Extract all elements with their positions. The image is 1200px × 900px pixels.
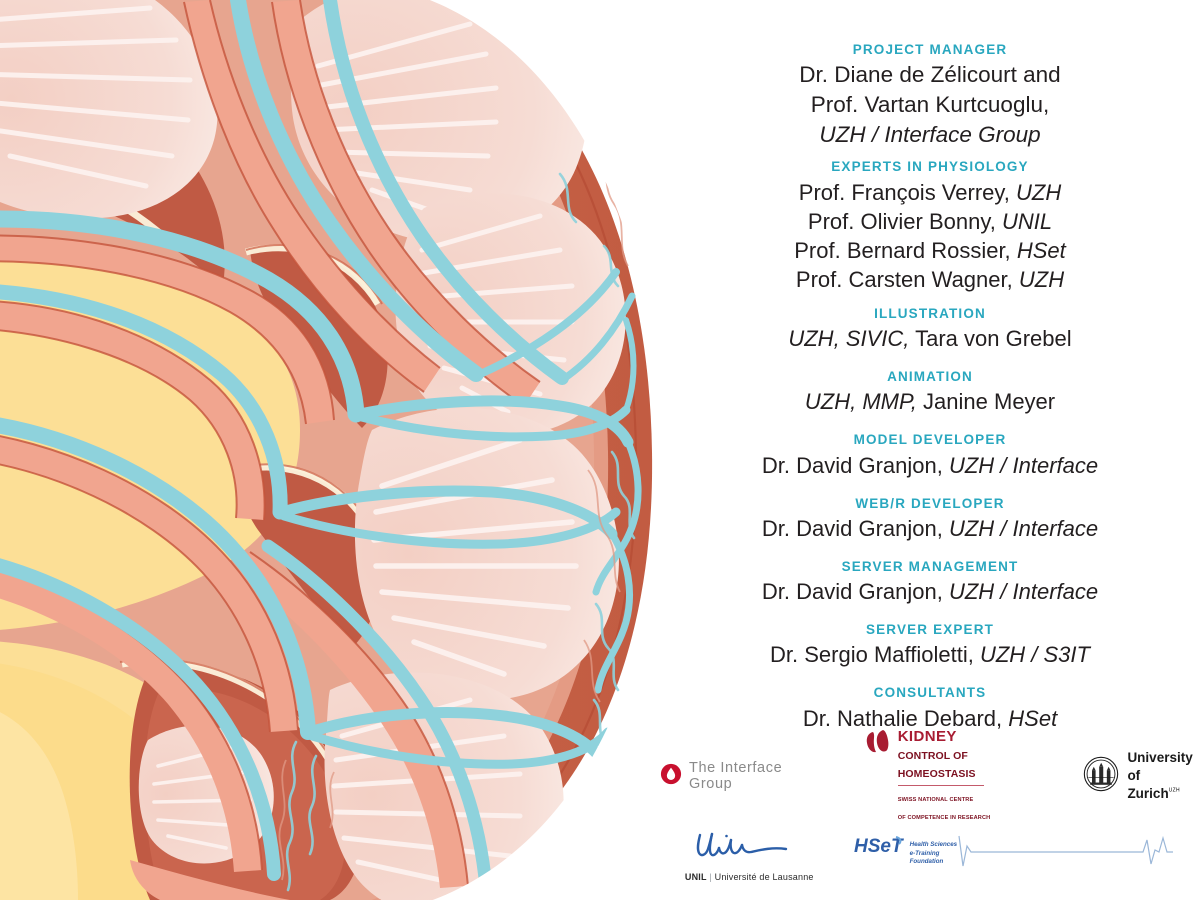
credit-person: Dr. Nathalie Debard, bbox=[802, 705, 1003, 731]
kidney-divider bbox=[897, 785, 984, 786]
credits-panel: PROJECT MANAGER Dr. Diane de Zélicourt a… bbox=[660, 0, 1200, 760]
credit-name: Dr. David Granjon, UZH / Interface bbox=[660, 514, 1200, 543]
credit-role-label: EXPERTS IN PHYSIOLOGY bbox=[831, 159, 1029, 175]
credit-name: UZH / Interface Group bbox=[660, 120, 1200, 150]
renal-arteries bbox=[0, 0, 541, 900]
logo-row-bottom: UNIL | Université de Lausanne HSeT Healt… bbox=[660, 818, 1200, 890]
credit-affiliation: UZH / Interface Group bbox=[819, 121, 1041, 147]
kidney-wordmark-block: KIDNEY CONTROL OF HOMEOSTASIS SWISS NATI… bbox=[897, 728, 1036, 824]
credit-affiliation: UZH / Interface bbox=[948, 452, 1099, 478]
hset-ecg-icon bbox=[957, 832, 1175, 877]
interface-group-wordmark: The Interface Group bbox=[689, 760, 783, 792]
credit-affiliation: UZH / Interface bbox=[948, 579, 1099, 605]
credit-affiliation: UZH bbox=[1018, 266, 1065, 292]
credit-person: Prof. Olivier Bonny, bbox=[807, 208, 996, 234]
logo-interface-group[interactable]: The Interface Group bbox=[660, 760, 818, 792]
credit-affiliation: HSet bbox=[1008, 705, 1058, 731]
credit-person: Dr. Sergio Maffioletti, bbox=[770, 642, 974, 668]
credit-person: Janine Meyer bbox=[923, 389, 1056, 415]
credit-block-animation: ANIMATION UZH, MMP, Janine Meyer bbox=[660, 367, 1200, 416]
credit-person: Dr. David Granjon, bbox=[761, 579, 943, 605]
credit-role-label: PROJECT MANAGER bbox=[852, 42, 1008, 57]
credit-text: Prof. Vartan Kurtcuoglu, bbox=[810, 91, 1050, 117]
renal-pyramid bbox=[290, 0, 588, 244]
credit-block-model-developer: MODEL DEVELOPER Dr. David Granjon, UZH /… bbox=[660, 430, 1200, 479]
credit-person: Prof. François Verrey, bbox=[798, 179, 1010, 205]
renal-pyramid bbox=[0, 0, 218, 219]
credit-person: Dr. David Granjon, bbox=[761, 515, 943, 541]
credit-name: Prof. François Verrey, UZH bbox=[660, 178, 1200, 207]
credit-person: Prof. Bernard Rossier, bbox=[794, 237, 1011, 263]
credit-person: Dr. David Granjon, bbox=[761, 452, 943, 478]
credit-name: Dr. David Granjon, UZH / Interface bbox=[660, 451, 1200, 480]
uzh-line2: Zurich bbox=[1127, 786, 1169, 801]
uzh-line1: University of bbox=[1127, 750, 1193, 783]
credit-affiliation: UNIL bbox=[1001, 208, 1053, 234]
credit-name: Dr. Nathalie Debard, HSet bbox=[660, 704, 1200, 733]
credit-block-experts-in-physiology: EXPERTS IN PHYSIOLOGY Prof. François Ver… bbox=[660, 157, 1200, 293]
unil-caption-separator: | bbox=[709, 871, 712, 882]
credit-affiliation: UZH / Interface bbox=[948, 515, 1099, 541]
credit-block-illustration: ILLUSTRATION UZH, SIVIC, Tara von Grebel bbox=[660, 304, 1200, 353]
svg-text:HSeT: HSeT bbox=[854, 836, 904, 857]
hset-tagline-line3: Foundation bbox=[909, 858, 944, 866]
renal-veins bbox=[0, 0, 642, 900]
hset-wordmark-icon: HSeT bbox=[854, 835, 910, 874]
credit-name: UZH, MMP, Janine Meyer bbox=[660, 387, 1200, 416]
credit-text: Dr. Diane de Zélicourt and bbox=[799, 62, 1061, 88]
credit-block-server-management: SERVER MANAGEMENT Dr. David Granjon, UZH… bbox=[660, 557, 1200, 606]
credit-affiliation: UZH, MMP, bbox=[804, 389, 917, 415]
uzh-superscript: UZH bbox=[1168, 787, 1180, 794]
credit-name: Prof. Bernard Rossier, HSet bbox=[660, 236, 1200, 265]
credit-role-label: WEB/R DEVELOPER bbox=[855, 495, 1005, 511]
credit-name: Dr. Sergio Maffioletti, UZH / S3IT bbox=[660, 640, 1200, 669]
credit-role-label: ILLUSTRATION bbox=[874, 305, 986, 321]
credit-name: UZH, SIVIC, Tara von Grebel bbox=[660, 324, 1200, 353]
logo-kidney-nccr[interactable]: KIDNEY CONTROL OF HOMEOSTASIS SWISS NATI… bbox=[866, 728, 1036, 824]
hset-tagline-line2: e-Training bbox=[909, 849, 940, 857]
kidney-beans-icon bbox=[866, 728, 892, 763]
kidney-title: KIDNEY bbox=[897, 728, 957, 745]
unil-caption: UNIL | Université de Lausanne bbox=[685, 872, 814, 882]
kidney-subtitle: CONTROL OF HOMEOSTASIS bbox=[897, 750, 976, 780]
interface-droplet-icon bbox=[660, 763, 682, 790]
logo-unil[interactable]: UNIL | Université de Lausanne bbox=[685, 827, 814, 882]
kidney-nccr-line2: OF COMPETENCE IN RESEARCH bbox=[897, 815, 991, 821]
credit-affiliation: HSet bbox=[1016, 237, 1066, 263]
credit-name: Prof. Olivier Bonny, UNIL bbox=[660, 207, 1200, 236]
credit-role-label: SERVER EXPERT bbox=[866, 622, 994, 638]
credit-name: Dr. David Granjon, UZH / Interface bbox=[660, 577, 1200, 606]
kidney-cross-section-illustration bbox=[0, 0, 653, 900]
credit-name: Prof. Vartan Kurtcuoglu, bbox=[660, 90, 1200, 120]
partner-logos: The Interface Group KIDNEY CONTROL OF HO… bbox=[660, 729, 1200, 890]
unil-caption-bold: UNIL bbox=[684, 871, 707, 882]
credit-block-project-manager: PROJECT MANAGER Dr. Diane de Zélicourt a… bbox=[660, 40, 1200, 149]
logo-row-top: The Interface Group KIDNEY CONTROL OF HO… bbox=[660, 729, 1200, 821]
credit-block-server-expert: SERVER EXPERT Dr. Sergio Maffioletti, UZ… bbox=[660, 620, 1200, 669]
uzh-wordmark: University of ZurichUZH bbox=[1127, 749, 1200, 803]
uzh-seal-icon bbox=[1083, 756, 1119, 797]
credit-affiliation: UZH bbox=[1016, 179, 1062, 205]
unil-script-icon bbox=[690, 827, 808, 870]
credit-affiliation: UZH, SIVIC, bbox=[788, 325, 910, 351]
credit-role-label: CONSULTANTS bbox=[873, 685, 987, 701]
hset-tagline: Health Sciences e-Training Foundation bbox=[910, 841, 957, 866]
credit-person: Tara von Grebel bbox=[915, 325, 1072, 351]
logo-hset[interactable]: HSeT Health Sciences e-Training Foundati… bbox=[854, 832, 1175, 877]
credit-person: Prof. Carsten Wagner, bbox=[795, 266, 1013, 292]
kidney-nccr-line1: SWISS NATIONAL CENTRE bbox=[897, 797, 974, 803]
hset-tagline-line1: Health Sciences bbox=[909, 841, 958, 849]
credit-role-label: SERVER MANAGEMENT bbox=[841, 558, 1019, 574]
credit-block-web-r-developer: WEB/R DEVELOPER Dr. David Granjon, UZH /… bbox=[660, 494, 1200, 543]
credit-block-consultants: CONSULTANTS Dr. Nathalie Debard, HSet bbox=[660, 683, 1200, 732]
credit-role-label: ANIMATION bbox=[887, 368, 973, 384]
credit-role-label: MODEL DEVELOPER bbox=[853, 432, 1007, 448]
credit-affiliation: UZH / S3IT bbox=[979, 642, 1090, 668]
credit-name: Dr. Diane de Zélicourt and bbox=[660, 60, 1200, 90]
credit-name: Prof. Carsten Wagner, UZH bbox=[660, 265, 1200, 294]
logo-university-of-zurich[interactable]: University of ZurichUZH bbox=[1083, 749, 1200, 803]
unil-caption-text: Université de Lausanne bbox=[714, 871, 814, 882]
